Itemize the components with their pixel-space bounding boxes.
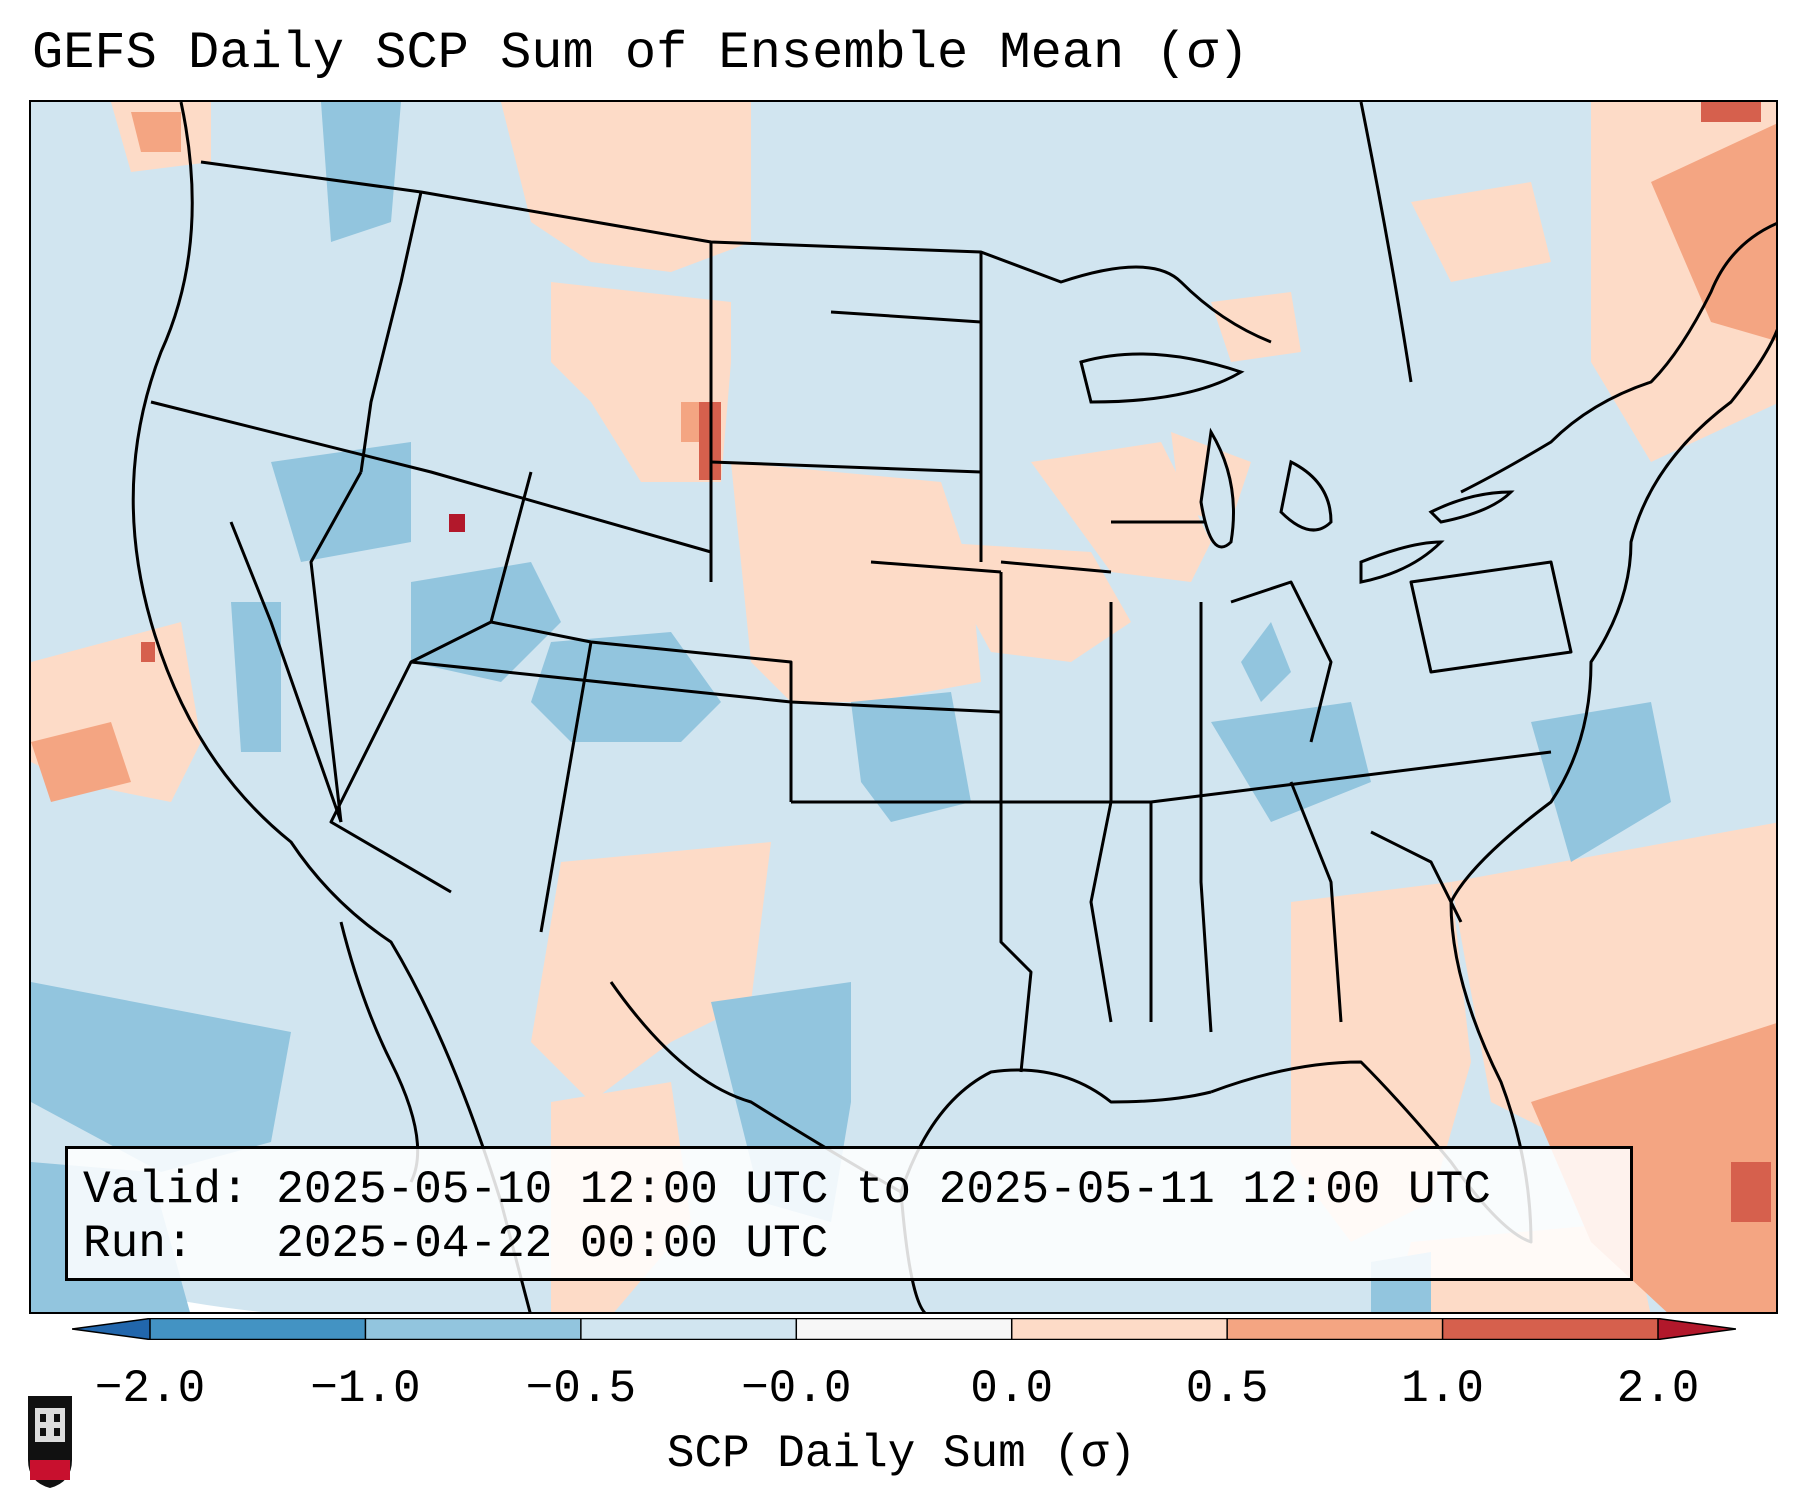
colorbar <box>72 1318 1736 1340</box>
colorbar-segment <box>1442 1318 1659 1340</box>
colorbar-over-extension <box>1658 1318 1736 1340</box>
colorbar-segment <box>150 1318 366 1340</box>
colorbar-tick-label: −0.5 <box>525 1363 637 1415</box>
colorbar-tick-label: 1.0 <box>1401 1363 1484 1415</box>
map-title: GEFS Daily SCP Sum of Ensemble Mean (σ) <box>32 24 1249 83</box>
colorbar-under-extension <box>72 1318 150 1340</box>
colorbar-tick-label: −1.0 <box>310 1363 421 1415</box>
scp-map <box>31 102 1776 1312</box>
colorbar-tick-label: −0.0 <box>741 1363 852 1415</box>
run-time-text: Run: 2025-04-22 00:00 UTC <box>83 1218 829 1270</box>
run-info-box: Valid: 2025-05-10 12:00 UTC to 2025-05-1… <box>65 1146 1633 1281</box>
colorbar-tick-label: 0.0 <box>970 1363 1054 1415</box>
colorbar-segment <box>365 1318 582 1340</box>
niu-logo <box>28 1396 72 1488</box>
colorbar-segment <box>1011 1318 1228 1340</box>
colorbar-segment <box>580 1318 797 1340</box>
colorbar-tick-label: 2.0 <box>1616 1363 1700 1415</box>
valid-time-text: Valid: 2025-05-10 12:00 UTC to 2025-05-1… <box>83 1164 1491 1216</box>
colorbar-segment <box>796 1318 1013 1340</box>
colorbar-tick-label: −2.0 <box>94 1363 206 1415</box>
colorbar-label: SCP Daily Sum (σ) <box>666 1428 1137 1480</box>
anomaly-positive-strong <box>141 102 1771 1222</box>
colorbar-tick-label: 0.5 <box>1185 1363 1269 1415</box>
colorbar-segment <box>1227 1318 1444 1340</box>
colorbar-graphic <box>72 1318 1736 1340</box>
anomaly-max-cell <box>449 514 465 532</box>
map-panel <box>29 100 1778 1314</box>
boundaries <box>131 102 1776 1312</box>
great-lakes <box>1079 352 1515 584</box>
